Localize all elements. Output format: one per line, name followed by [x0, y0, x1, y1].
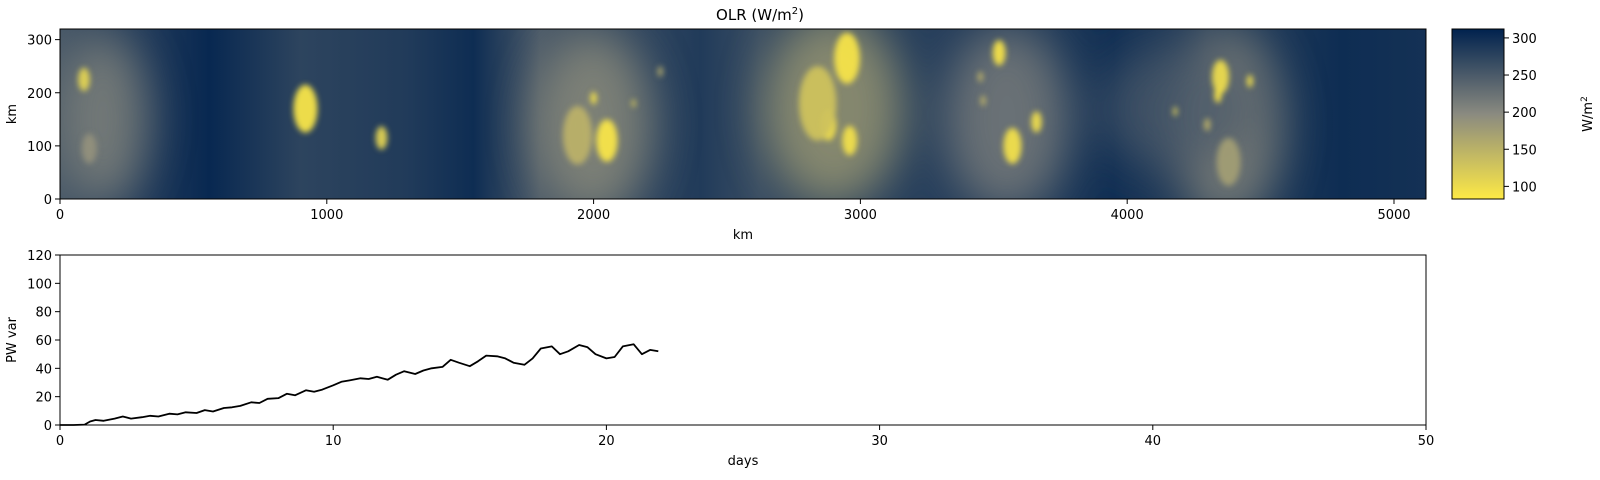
- heatmap-panel: OLR (W/m2) 0 1000 2000 3000 4000 5000 0 100 200…: [5, 6, 1427, 243]
- colorbar: 100 150 200 250 300 W/m2: [1451, 28, 1596, 200]
- x-tick-label: 2000: [577, 208, 610, 223]
- haze-region: [534, 31, 653, 199]
- line-chart-y-ticks: 0 20 40 60 80 100 120: [27, 249, 60, 434]
- y-tick-label: 0: [44, 419, 52, 434]
- x-tick-label: 40: [1145, 434, 1162, 449]
- convective-cell: [657, 66, 663, 77]
- convective-cell: [375, 126, 388, 150]
- convective-cell: [1003, 127, 1022, 164]
- olr-cells-layer: [78, 32, 1254, 186]
- line-chart-x-label: days: [728, 454, 759, 469]
- x-tick-label: 0: [56, 208, 64, 223]
- colorbar-label-superscript: 2: [1580, 96, 1590, 102]
- x-tick-label: 10: [325, 434, 342, 449]
- convective-cell: [1216, 137, 1241, 186]
- y-tick-label: 100: [27, 140, 52, 155]
- heatmap-y-ticks: 0 100 200 300: [27, 34, 60, 208]
- y-tick-label: 100: [27, 277, 52, 292]
- colorbar-tick-label: 250: [1512, 69, 1537, 84]
- convective-cell: [1212, 59, 1230, 94]
- y-tick-label: 0: [44, 193, 52, 208]
- convective-cell: [1204, 118, 1211, 131]
- heatmap-x-label: km: [733, 228, 753, 243]
- convective-cell: [842, 125, 858, 156]
- convective-cell: [1246, 74, 1254, 88]
- line-chart-x-ticks: 0 10 20 30 40 50: [56, 425, 1434, 449]
- convective-cell: [1031, 111, 1042, 133]
- convective-cell: [293, 84, 318, 133]
- colorbar-gradient: [1451, 28, 1505, 200]
- haze-region: [60, 34, 149, 199]
- convective-cell: [590, 91, 597, 105]
- convective-cell: [1172, 106, 1178, 117]
- convective-cell: [596, 119, 618, 162]
- x-tick-label: 3000: [844, 208, 877, 223]
- convective-cell: [81, 133, 97, 164]
- x-tick-label: 20: [598, 434, 615, 449]
- x-tick-label: 30: [871, 434, 888, 449]
- colorbar-tick-label: 300: [1512, 32, 1537, 47]
- convective-cell: [1214, 87, 1222, 103]
- heatmap-axes-frame: [59, 28, 1427, 200]
- x-tick-label: 50: [1418, 434, 1435, 449]
- convective-cell: [992, 40, 1006, 66]
- convective-cell: [980, 95, 986, 107]
- y-tick-label: 80: [35, 306, 52, 321]
- y-tick-label: 200: [27, 87, 52, 102]
- heatmap-x-ticks: 0 1000 2000 3000 4000 5000: [56, 199, 1411, 223]
- convective-cell: [799, 66, 837, 141]
- haze-region: [945, 29, 1069, 199]
- convective-cell: [977, 71, 984, 83]
- x-tick-label: 1000: [310, 208, 343, 223]
- line-chart-panel: 0 10 20 30 40 50 0 20 40 60 80 100 120 days PW var: [5, 249, 1434, 469]
- y-tick-label: 120: [27, 249, 52, 264]
- colorbar-tick-label: 200: [1512, 106, 1537, 121]
- y-tick-label: 300: [27, 34, 52, 49]
- heatmap-title-main: OLR (W/m: [716, 6, 792, 24]
- convective-cell: [834, 32, 860, 84]
- colorbar-tick-label: 150: [1512, 143, 1537, 158]
- y-tick-label: 20: [35, 391, 52, 406]
- x-tick-label: 5000: [1377, 208, 1410, 223]
- colorbar-tick-label: 100: [1512, 180, 1537, 195]
- convective-cell: [562, 106, 593, 165]
- y-tick-label: 60: [35, 334, 52, 349]
- colorbar-ticks: 100 150 200 250 300: [1504, 32, 1537, 195]
- pw-var-line: [60, 343, 659, 426]
- heatmap-title-superscript: 2: [792, 6, 798, 17]
- y-tick-label: 40: [35, 362, 52, 377]
- line-chart-y-label: PW var: [5, 316, 20, 362]
- colorbar-label-main: W/m: [1581, 102, 1596, 132]
- colorbar-label: W/m2: [1580, 96, 1596, 132]
- heatmap-title: OLR (W/m2): [716, 6, 804, 24]
- x-tick-label: 4000: [1111, 208, 1144, 223]
- convective-cell: [78, 67, 90, 92]
- convective-cell: [631, 99, 636, 108]
- heatmap-y-label: km: [5, 104, 20, 124]
- olr-heatmap-image: [60, 29, 1426, 199]
- x-tick-label: 0: [56, 434, 64, 449]
- heatmap-title-end: ): [798, 6, 804, 24]
